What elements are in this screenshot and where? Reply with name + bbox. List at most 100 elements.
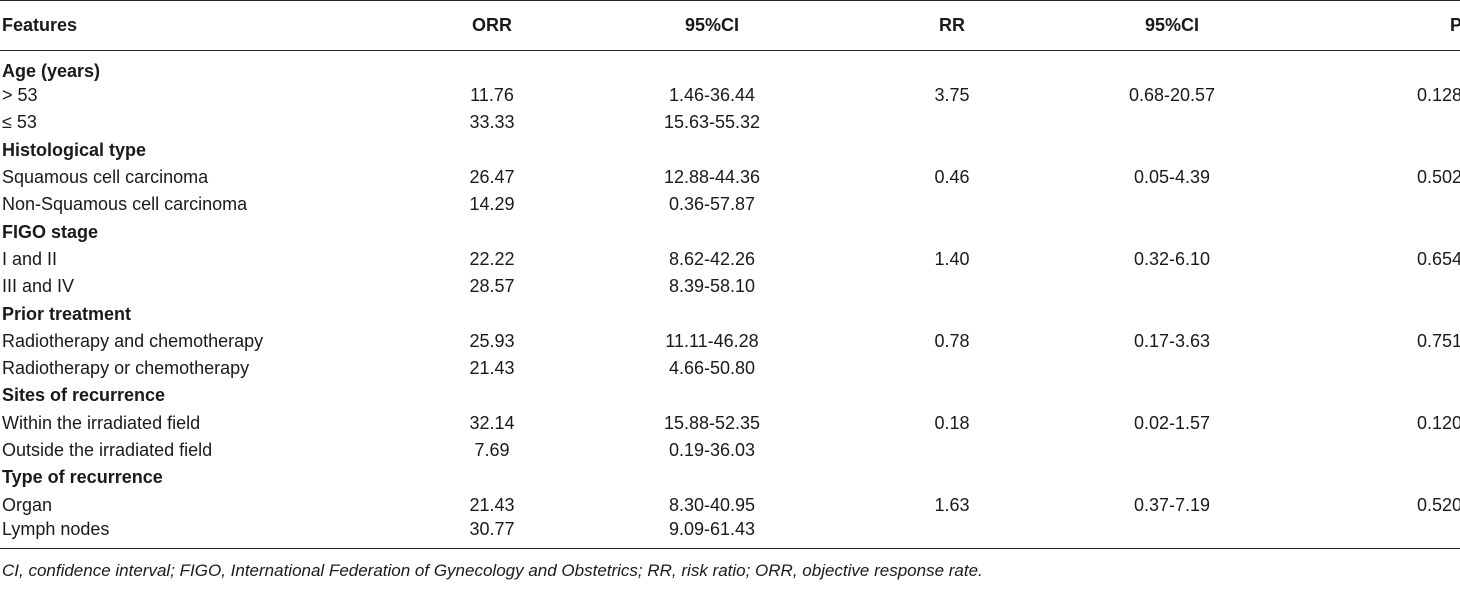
cell-p-value: 0.128 [1416, 85, 1460, 106]
cell-rr-ci [1042, 519, 1302, 548]
header-orr-ci: 95%CI [684, 15, 740, 35]
cell-orr-ci: 9.09-61.43 [668, 518, 756, 539]
cell-orr-ci: 12.88-44.36 [663, 167, 761, 188]
cell-rr [862, 109, 1042, 136]
cell-p-value [1302, 109, 1460, 136]
cell-orr-ci: 8.39-58.10 [668, 276, 756, 297]
cell-rr-ci [1042, 191, 1302, 218]
cell-orr-ci: 1.46-36.44 [668, 85, 756, 106]
section-row: FIGO stage [0, 218, 1460, 245]
table-row: Radiotherapy or chemotherapy 21.43 4.66-50… [0, 355, 1460, 382]
table-row: Outside the irradiated field 7.69 0.19-36.… [0, 437, 1460, 464]
cell-orr: 7.69 [474, 440, 510, 460]
section-row: Sites of recurrence [0, 382, 1460, 409]
cell-rr [862, 273, 1042, 300]
cell-rr-ci [1042, 355, 1302, 382]
cell-rr: 3.75 [934, 85, 970, 106]
results-table: Features ORR 95%CI RR 95%CI P Age (years… [0, 0, 1460, 548]
cell-feature: Lymph nodes [2, 518, 110, 539]
cell-rr [862, 191, 1042, 218]
cell-rr-ci: 0.68-20.57 [1128, 85, 1216, 106]
cell-orr: 14.29 [469, 194, 515, 215]
table-row: Squamous cell carcinoma 26.47 12.88-44.36 0… [0, 164, 1460, 191]
cell-orr-ci: 15.88-52.35 [663, 412, 761, 433]
table-row: Non-Squamous cell carcinoma 14.29 0.36-57.… [0, 191, 1460, 218]
cell-orr: 11.76 [470, 85, 514, 106]
cell-feature: Non-Squamous cell carcinoma [2, 194, 248, 215]
cell-rr-ci: 0.17-3.63 [1133, 330, 1211, 351]
cell-rr-ci: 0.37-7.19 [1133, 494, 1211, 515]
header-rr: RR [939, 15, 965, 35]
section-title: FIGO stage [2, 221, 99, 242]
cell-p-value [1302, 355, 1460, 382]
cell-orr-ci: 8.62-42.26 [668, 248, 756, 269]
cell-feature: I and II [2, 248, 58, 269]
cell-feature: III and IV [2, 276, 75, 297]
cell-feature: Squamous cell carcinoma [2, 167, 209, 188]
table-row: Radiotherapy and chemotherapy 25.93 11.11-… [0, 328, 1460, 355]
cell-rr-ci: 0.32-6.10 [1133, 248, 1211, 269]
cell-rr [862, 355, 1042, 382]
cell-feature: Organ [2, 494, 53, 515]
table-row: III and IV 28.57 8.39-58.10 [0, 273, 1460, 300]
cell-orr-ci: 0.19-36.03 [668, 440, 756, 460]
cell-p-value: 0.654 [1416, 248, 1460, 269]
table-row: Within the irradiated field 32.14 15.88-52… [0, 410, 1460, 437]
header-p: P [1449, 15, 1460, 35]
header-row: Features ORR 95%CI RR 95%CI P [0, 0, 1460, 51]
cell-p-value [1302, 437, 1460, 464]
cell-orr-ci: 15.63-55.32 [663, 112, 761, 133]
section-title: Prior treatment [2, 303, 132, 324]
section-row: Histological type [0, 137, 1460, 164]
cell-rr-ci [1042, 437, 1302, 464]
table-row: ≤ 53 33.33 15.63-55.32 [0, 109, 1460, 136]
cell-feature: > 53 [2, 85, 38, 106]
section-title: Type of recurrence [2, 467, 163, 488]
cell-rr: 0.18 [934, 412, 970, 433]
table-body: Age (years) > 53 11.76 1.46-36.44 3.75 0.68-2… [0, 51, 1460, 548]
section-title: Histological type [2, 139, 147, 160]
cell-feature: Outside the irradiated field [2, 440, 213, 460]
section-title: Sites of recurrence [2, 385, 166, 406]
table-row: Organ 21.43 8.30-40.95 1.63 0.37-7.19 0.520 [0, 491, 1460, 518]
cell-orr-ci: 8.30-40.95 [668, 494, 756, 515]
cell-orr: 26.47 [469, 167, 515, 188]
section-title: Age (years) [2, 61, 101, 81]
cell-rr-ci [1042, 273, 1302, 300]
cell-orr-ci: 0.36-57.87 [668, 194, 756, 215]
cell-rr-ci: 0.05-4.39 [1133, 167, 1211, 188]
cell-rr-ci: 0.02-1.57 [1133, 412, 1211, 433]
table-bottom-rule [0, 547, 1460, 549]
table-row: I and II 22.22 8.62-42.26 1.40 0.32-6.10 0.65… [0, 246, 1460, 273]
cell-orr: 22.22 [469, 248, 515, 269]
table-footnote: CI, confidence interval; FIGO, Internati… [2, 560, 983, 580]
cell-rr: 0.46 [934, 167, 970, 188]
cell-orr: 25.93 [469, 330, 515, 351]
cell-feature: Radiotherapy or chemotherapy [2, 358, 250, 379]
cell-rr: 1.40 [934, 248, 970, 269]
header-rr-ci: 95%CI [1144, 15, 1200, 35]
table-row: > 53 11.76 1.46-36.44 3.75 0.68-20.57 0.128 [0, 82, 1460, 109]
table-row: Lymph nodes 30.77 9.09-61.43 [0, 519, 1460, 548]
cell-rr-ci [1042, 109, 1302, 136]
cell-p-value: 0.502 [1416, 167, 1460, 188]
cell-rr [862, 437, 1042, 464]
cell-rr [862, 519, 1042, 548]
cell-orr: 21.43 [469, 494, 515, 515]
cell-orr: 21.43 [469, 358, 515, 379]
section-row: Prior treatment [0, 300, 1460, 327]
cell-orr: 32.14 [469, 412, 515, 433]
cell-feature: ≤ 53 [2, 112, 37, 133]
cell-orr: 33.33 [469, 112, 515, 133]
cell-rr: 0.78 [934, 330, 970, 351]
cell-p-value [1302, 273, 1460, 300]
cell-p-value [1302, 519, 1460, 548]
cell-rr: 1.63 [934, 494, 970, 515]
header-orr: ORR [472, 15, 512, 35]
header-features: Features [2, 15, 78, 35]
cell-p-value: 0.120 [1416, 412, 1460, 433]
cell-p-value: 0.751 [1416, 330, 1460, 351]
cell-orr-ci: 11.11-46.28 [665, 330, 759, 351]
cell-feature: Within the irradiated field [2, 412, 201, 433]
